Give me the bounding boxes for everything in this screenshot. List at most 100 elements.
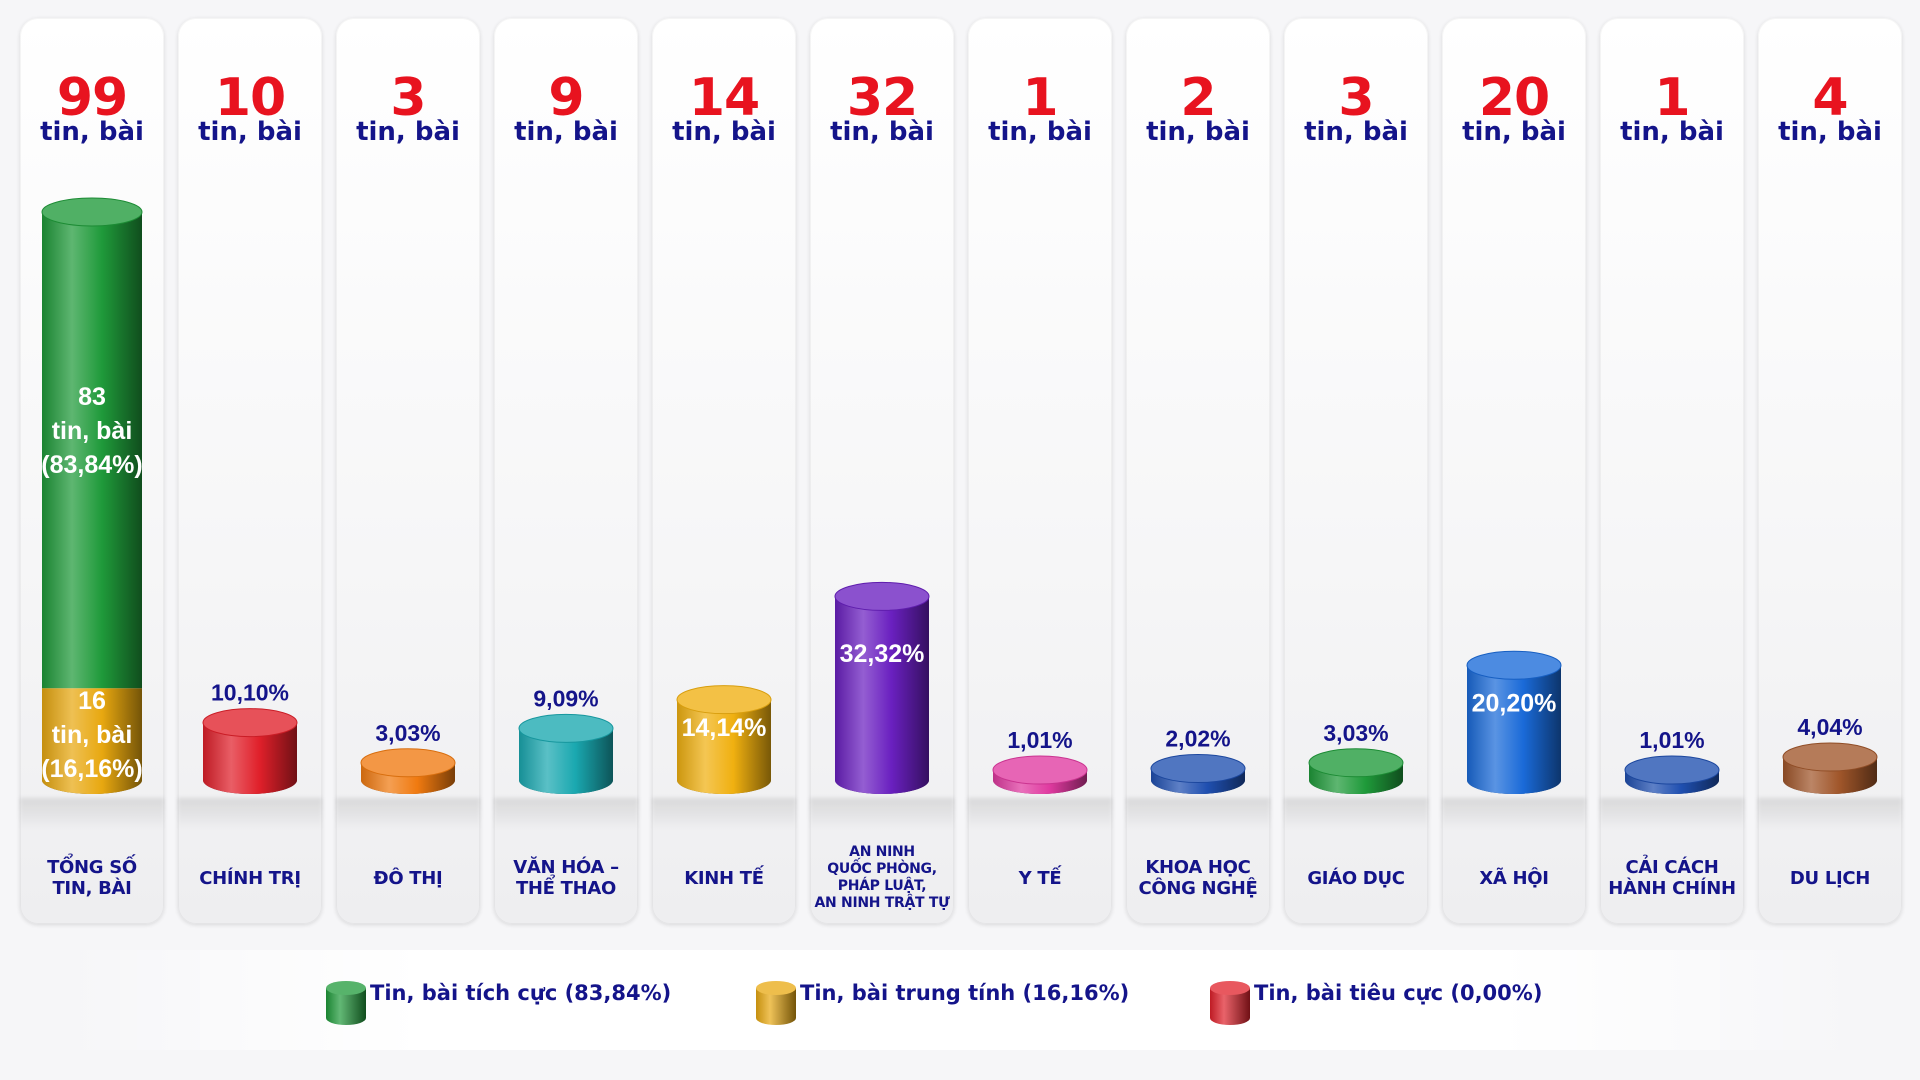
segment-label: (83,84%): [41, 451, 142, 479]
bar-floor-shadow: [652, 798, 796, 830]
bar-front: [677, 780, 771, 794]
bar-floor-shadow: [336, 798, 480, 830]
segment-label: 83: [78, 383, 106, 411]
bar-front: [1467, 780, 1561, 794]
count-label: 9: [548, 68, 584, 128]
bar-front: [519, 780, 613, 794]
count-unit-label: tin, bài: [198, 117, 302, 147]
data-label: 3,03%: [375, 720, 440, 746]
legend-label: Tin, bài tiêu cực (0,00%): [1254, 981, 1543, 1005]
bar-total-top: [41, 197, 143, 227]
category-label: Y TẾ: [1018, 867, 1062, 889]
bar-front: [361, 780, 455, 794]
bar-top: [1308, 748, 1404, 778]
category-label: CHÍNH TRỊ: [199, 867, 301, 889]
data-label: 10,10%: [211, 680, 289, 706]
bar-floor-shadow: [1442, 798, 1586, 830]
bar-total-positive-side: [42, 212, 142, 689]
count-label: 4: [1812, 68, 1848, 128]
count-unit-label: tin, bài: [1146, 117, 1250, 147]
data-label: 2,02%: [1165, 726, 1230, 752]
bar-total-neutral: [42, 688, 142, 794]
bar-floor-shadow: [494, 798, 638, 830]
bar-front: [203, 780, 297, 794]
count-unit-label: tin, bài: [1462, 117, 1566, 147]
bar-top: [1466, 650, 1562, 680]
bar-floor-shadow: [810, 798, 954, 830]
bar-top: [1624, 755, 1720, 785]
data-label: 20,20%: [1472, 689, 1557, 717]
bar-floor-shadow: [968, 798, 1112, 830]
bar-floor-shadow: [1758, 798, 1902, 830]
count-unit-label: tin, bài: [40, 117, 144, 147]
count-label: 1: [1022, 68, 1058, 128]
count-unit-label: tin, bài: [1620, 117, 1724, 147]
bar-top: [518, 713, 614, 743]
data-label: 3,03%: [1323, 720, 1388, 746]
bar-floor-shadow: [20, 798, 164, 830]
count-label: 10: [214, 68, 286, 128]
count-label: 3: [390, 68, 426, 128]
count-unit-label: tin, bài: [1778, 117, 1882, 147]
bar-floor-shadow: [1126, 798, 1270, 830]
bar-side: [1467, 665, 1561, 780]
count-label: 99: [56, 68, 128, 128]
segment-label: tin, bài: [52, 417, 133, 445]
legend-label: Tin, bài tích cực (83,84%): [370, 981, 672, 1005]
count-label: 14: [688, 68, 760, 128]
bar-total-positive: [42, 212, 142, 689]
category-label: GIÁO DỤC: [1307, 867, 1405, 889]
category-label: VĂN HÓA – THỂ THAO: [513, 857, 619, 899]
bar-top: [360, 748, 456, 778]
bar-side: [835, 596, 929, 780]
bar: [835, 596, 929, 794]
category-label: AN NINH QUỐC PHÒNG, PHÁP LUẬT, AN NINH T…: [814, 844, 950, 911]
category-label: KHOA HỌC CÔNG NGHỆ: [1138, 857, 1258, 899]
category-label: ĐÔ THỊ: [373, 867, 443, 889]
category-label: TỔNG SỐ TIN, BÀI: [47, 857, 137, 899]
bar-front: [1625, 780, 1719, 794]
legend-swatch: [756, 981, 796, 1025]
bar-front: [1151, 780, 1245, 794]
bar-floor-shadow: [1600, 798, 1744, 830]
bar-front: [1783, 780, 1877, 794]
legend-swatch: [326, 981, 366, 1025]
bar-front: [835, 780, 929, 794]
category-label: CẢI CÁCH HÀNH CHÍNH: [1608, 857, 1736, 899]
bar-front: [1309, 780, 1403, 794]
bar-total-neutral-front: [42, 780, 142, 794]
count-unit-label: tin, bài: [1304, 117, 1408, 147]
bar-top: [202, 708, 298, 738]
data-label: 32,32%: [840, 640, 925, 668]
bar: [1467, 665, 1561, 794]
category-label: KINH TẾ: [684, 867, 764, 889]
data-label: 9,09%: [533, 685, 598, 711]
category-card: 1 tin, bài Y TẾ: [968, 18, 1112, 924]
count-label: 2: [1180, 68, 1216, 128]
count-label: 1: [1654, 68, 1690, 128]
segment-label: 16: [78, 687, 106, 715]
count-unit-label: tin, bài: [356, 117, 460, 147]
segment-label: tin, bài: [52, 721, 133, 749]
category-card: 20 tin, bài XÃ HỘI: [1442, 18, 1586, 924]
bar-top: [834, 581, 930, 611]
bar-top: [1782, 742, 1878, 772]
category-label: XÃ HỘI: [1479, 867, 1549, 889]
data-label: 4,04%: [1797, 714, 1862, 740]
category-label: DU LỊCH: [1789, 867, 1871, 889]
category-card: 3 tin, bài ĐÔ THỊ: [336, 18, 480, 924]
count-unit-label: tin, bài: [672, 117, 776, 147]
data-label: 1,01%: [1007, 727, 1072, 753]
bar-floor-shadow: [178, 798, 322, 830]
bar-top: [676, 685, 772, 715]
bar-top: [1150, 754, 1246, 784]
count-label: 32: [846, 68, 918, 128]
legend-swatch: [1210, 981, 1250, 1025]
bar-front: [993, 780, 1087, 794]
legend-label: Tin, bài trung tính (16,16%): [800, 981, 1130, 1005]
segment-label: (16,16%): [41, 755, 142, 783]
data-label: 14,14%: [682, 714, 767, 742]
count-label: 20: [1478, 68, 1550, 128]
